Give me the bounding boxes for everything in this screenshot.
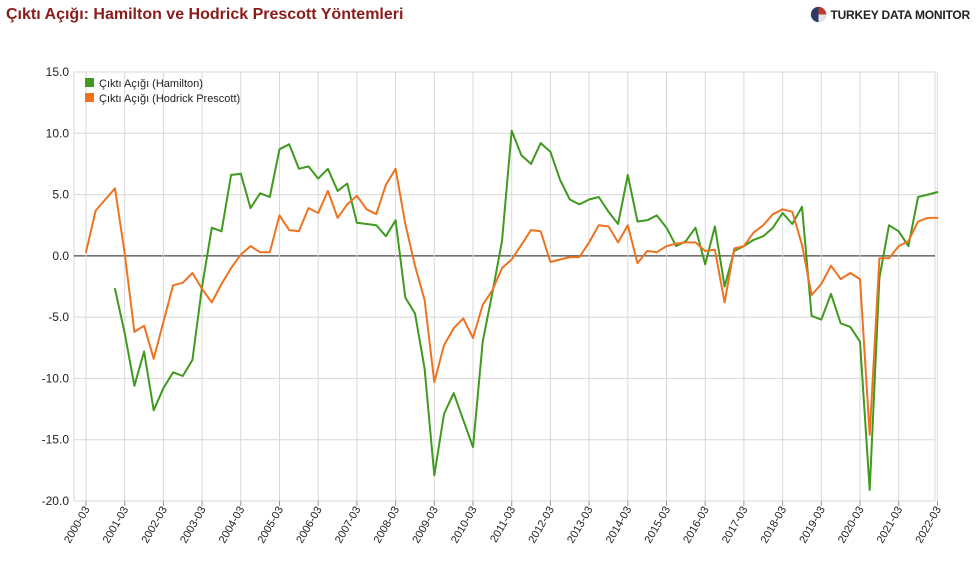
x-tick-label: 2018-03 — [759, 505, 790, 546]
legend-item-hodrick-prescott-swatch — [85, 93, 94, 102]
y-tick-label: -5.0 — [48, 310, 69, 324]
x-tick-label: 2012-03 — [526, 505, 557, 546]
x-tick-label: 2019-03 — [797, 505, 828, 546]
x-tick-label: 2001-03 — [101, 505, 132, 546]
brand-name: TURKEY DATA MONITOR — [830, 7, 970, 22]
x-tick-label: 2015-03 — [643, 505, 674, 546]
legend-item-hamilton-swatch — [85, 78, 94, 87]
x-tick-label: 2010-03 — [449, 505, 480, 546]
series-line-hamilton — [114, 129, 939, 491]
x-tick-label: 2021-03 — [875, 505, 906, 546]
y-tick-label: -10.0 — [42, 371, 70, 385]
x-tick-label: 2009-03 — [410, 505, 441, 546]
y-tick-label: 5.0 — [52, 188, 69, 202]
x-tick-label: 2013-03 — [565, 505, 596, 546]
x-tick-label: 2008-03 — [372, 505, 403, 546]
y-tick-label: 10.0 — [46, 126, 70, 140]
brand[interactable]: TURKEY DATA MONITOR — [810, 6, 970, 23]
x-tick-label: 2017-03 — [720, 505, 751, 546]
y-tick-label: -20.0 — [42, 494, 70, 508]
axis-layer: 15.0 10.0 5.0 0.0 -5.0 -10.0 -15.0 -20.02000-03… — [42, 65, 944, 545]
x-tick-label: 2003-03 — [178, 505, 209, 546]
x-tick-label: 2007-03 — [333, 505, 364, 546]
plot-frame — [73, 71, 936, 502]
x-tick-label: 2020-03 — [836, 505, 867, 546]
x-tick-label: 2004-03 — [217, 505, 248, 546]
legend-item-hodrick-prescott-label: Çıktı Açığı (Hodrick Prescott) — [99, 93, 240, 105]
x-tick-label: 2016-03 — [681, 505, 712, 546]
chart-title: Çıktı Açığı: Hamilton ve Hodrick Prescot… — [6, 6, 404, 23]
legend: Çıktı Açığı (Hamilton) Çıktı Açığı (Hodri… — [85, 78, 240, 105]
y-tick-label: 0.0 — [52, 249, 69, 263]
series-layer — [85, 129, 939, 491]
x-tick-label: 2022-03 — [913, 505, 944, 546]
series-line-hodrick-prescott — [85, 167, 939, 436]
x-tick-label: 2002-03 — [139, 505, 170, 546]
x-tick-label: 2014-03 — [604, 505, 635, 546]
y-tick-label: 15.0 — [46, 65, 70, 79]
x-tick-label: 2005-03 — [256, 505, 287, 546]
x-tick-label: 2011-03 — [488, 505, 518, 545]
grid-layer — [73, 71, 938, 502]
brand-logo-icon — [811, 6, 827, 23]
x-tick-label: 2000-03 — [62, 505, 93, 546]
y-tick-label: -15.0 — [42, 433, 70, 447]
legend-item-hamilton-label: Çıktı Açığı (Hamilton) — [99, 78, 203, 90]
x-tick-label: 2006-03 — [294, 505, 325, 546]
